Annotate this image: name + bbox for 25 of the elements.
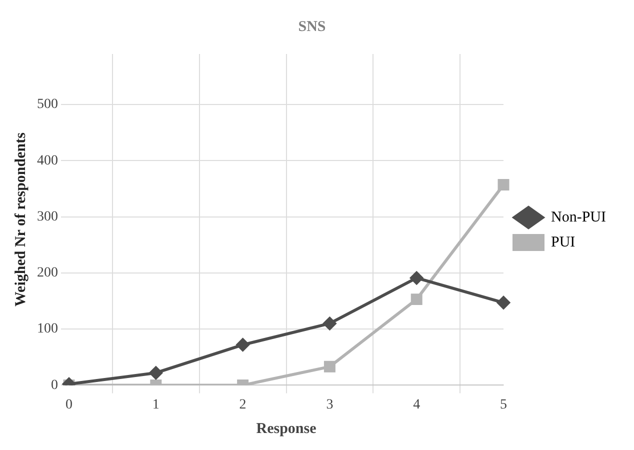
point bbox=[323, 316, 336, 330]
point bbox=[498, 179, 510, 191]
chart-title: SNS bbox=[298, 18, 326, 35]
point bbox=[410, 271, 424, 284]
point bbox=[149, 366, 162, 380]
point bbox=[236, 338, 250, 352]
y-axis-title: Weighed Nr of respondents bbox=[12, 132, 29, 307]
point bbox=[410, 294, 422, 306]
point bbox=[324, 360, 336, 372]
x-tick-label: 3 bbox=[326, 397, 334, 412]
x-tick-label: 0 bbox=[66, 397, 72, 412]
y-tick-label: 400 bbox=[37, 153, 58, 168]
y-tick-label: 200 bbox=[37, 266, 58, 281]
x-axis-title: Response bbox=[256, 420, 317, 437]
y-tick-label: 300 bbox=[37, 209, 58, 224]
x-tick-label: 5 bbox=[500, 397, 507, 412]
legend-label: PUI bbox=[551, 234, 576, 250]
legend-label: Non-PUI bbox=[551, 209, 606, 226]
point bbox=[497, 296, 510, 310]
y-tick-label: 500 bbox=[37, 97, 58, 112]
y-tick-label: 100 bbox=[37, 322, 58, 337]
x-tick-label: 4 bbox=[413, 397, 420, 412]
y-tick-label: 0 bbox=[51, 378, 58, 393]
x-tick-label: 1 bbox=[152, 397, 160, 412]
x-tick-label: 2 bbox=[239, 397, 246, 412]
